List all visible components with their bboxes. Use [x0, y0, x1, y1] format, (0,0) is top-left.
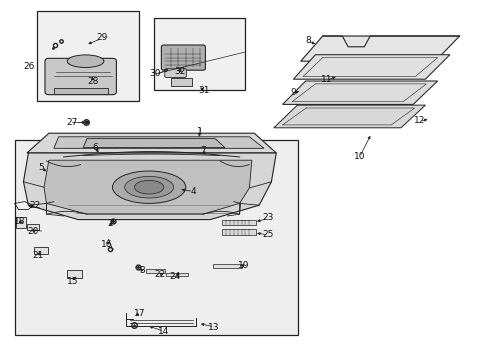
Bar	[15, 140, 298, 335]
Text: 16: 16	[101, 240, 112, 248]
Text: 24: 24	[169, 272, 181, 281]
Text: 15: 15	[66, 277, 78, 286]
FancyBboxPatch shape	[54, 88, 107, 94]
Text: 6: 6	[92, 143, 98, 152]
Text: 7: 7	[200, 145, 205, 155]
Polygon shape	[54, 137, 264, 148]
Text: 19: 19	[237, 261, 249, 270]
Text: 23: 23	[262, 213, 273, 222]
Text: 11: 11	[320, 76, 332, 85]
Text: 26: 26	[23, 62, 35, 71]
Ellipse shape	[67, 55, 104, 68]
Bar	[222, 220, 255, 225]
Text: 8: 8	[305, 36, 310, 45]
Bar	[34, 247, 48, 254]
Bar	[212, 264, 242, 268]
Polygon shape	[282, 81, 437, 104]
Text: 32: 32	[174, 67, 185, 76]
Text: 29: 29	[96, 33, 107, 42]
FancyBboxPatch shape	[45, 58, 116, 95]
Bar	[145, 269, 165, 273]
Bar	[16, 217, 26, 228]
Text: 4: 4	[190, 187, 196, 196]
Polygon shape	[293, 55, 449, 79]
Bar	[27, 224, 39, 230]
Text: 13: 13	[208, 323, 220, 332]
Bar	[154, 18, 244, 90]
Text: 31: 31	[198, 86, 210, 95]
Polygon shape	[27, 133, 276, 153]
Text: 30: 30	[149, 69, 161, 78]
Text: 10: 10	[353, 152, 365, 161]
Bar	[222, 229, 255, 235]
Text: 5: 5	[39, 163, 44, 172]
FancyBboxPatch shape	[164, 69, 186, 77]
Text: 2: 2	[107, 219, 113, 228]
Text: 21: 21	[32, 251, 44, 260]
Text: 3: 3	[139, 266, 144, 275]
Text: 25: 25	[262, 230, 273, 239]
Bar	[166, 273, 188, 276]
Ellipse shape	[124, 176, 173, 198]
Text: 14: 14	[158, 328, 169, 336]
Text: 20: 20	[27, 227, 39, 236]
Text: 1: 1	[196, 127, 202, 136]
Text: 22: 22	[29, 202, 41, 210]
Text: 12: 12	[413, 116, 425, 125]
Bar	[67, 270, 82, 278]
Text: 27: 27	[66, 118, 78, 127]
Text: 28: 28	[87, 77, 99, 85]
Bar	[37, 11, 139, 101]
Text: 22: 22	[154, 270, 166, 279]
Ellipse shape	[112, 171, 185, 203]
Text: 18: 18	[14, 217, 25, 226]
Polygon shape	[273, 105, 425, 128]
FancyBboxPatch shape	[171, 78, 191, 86]
Polygon shape	[44, 160, 251, 214]
Ellipse shape	[134, 180, 163, 194]
Polygon shape	[300, 36, 459, 61]
Polygon shape	[23, 153, 276, 220]
Polygon shape	[83, 139, 224, 148]
Text: 17: 17	[133, 309, 145, 318]
FancyBboxPatch shape	[161, 45, 205, 70]
Text: 9: 9	[290, 88, 296, 97]
